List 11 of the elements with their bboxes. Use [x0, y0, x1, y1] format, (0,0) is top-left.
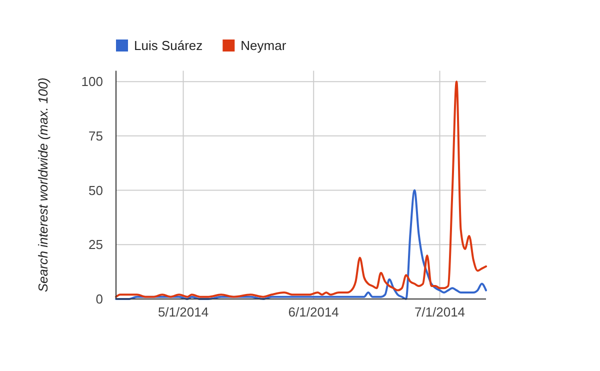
y-tick-label: 50 — [88, 182, 103, 198]
y-tick-label: 0 — [96, 292, 103, 307]
legend-label: Luis Suárez — [134, 38, 203, 54]
y-tick-label: 100 — [81, 74, 103, 90]
legend-label: Neymar — [240, 38, 287, 54]
y-axis-title: Search interest worldwide (max. 100) — [36, 78, 51, 292]
x-tick-label: 6/1/2014 — [288, 304, 339, 320]
y-tick-label: 25 — [88, 237, 103, 252]
y-tick-label: 75 — [88, 128, 103, 144]
x-tick-label: 7/1/2014 — [414, 304, 466, 320]
x-tick-label: 5/1/2014 — [158, 304, 209, 320]
